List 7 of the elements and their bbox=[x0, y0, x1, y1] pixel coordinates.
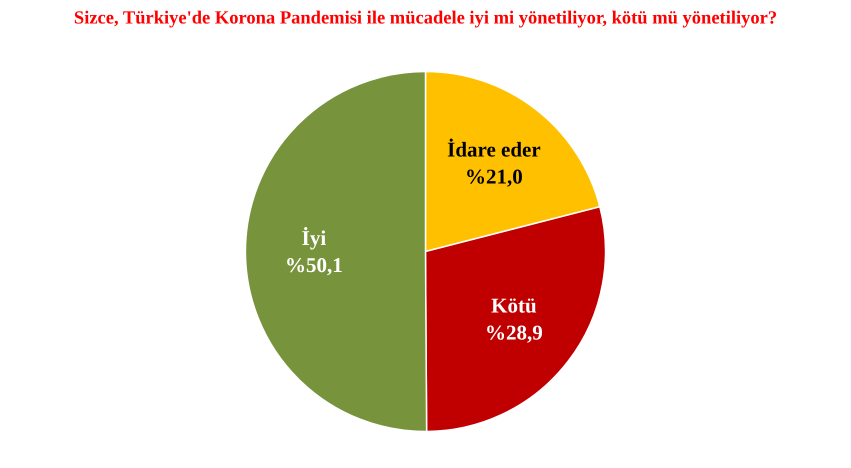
slice-label: İdare eder bbox=[447, 137, 541, 162]
data-label: %28,9 bbox=[485, 320, 543, 345]
data-label: %21,0 bbox=[465, 164, 523, 188]
slice-label: Kötü bbox=[491, 294, 537, 318]
slice-label: İyi bbox=[302, 226, 326, 250]
chart-title: Sizce, Türkiye'de Korona Pandemisi ile mücadele iyi mi yönetiliyor, kötü mü yönetiliyor? bbox=[74, 8, 778, 28]
data-label: %50,1 bbox=[285, 252, 343, 277]
